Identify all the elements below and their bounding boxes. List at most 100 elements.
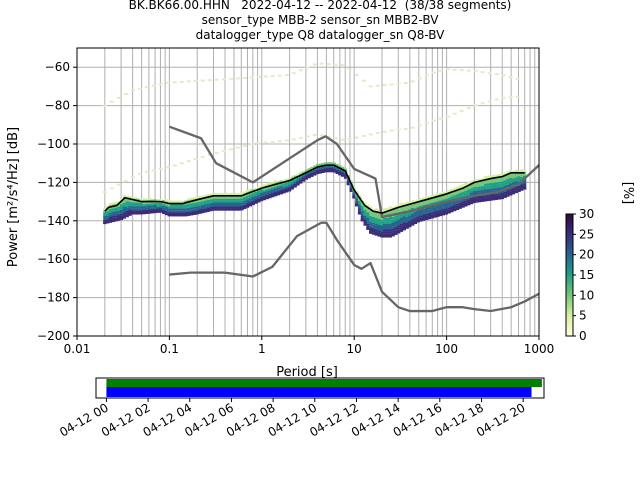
density-cell <box>120 208 124 211</box>
density-cell <box>413 210 418 213</box>
density-cell <box>486 179 490 182</box>
density-cell <box>343 174 348 177</box>
density-cell <box>399 206 404 209</box>
envelope-cell <box>221 150 226 153</box>
psd-density-cells <box>103 162 527 238</box>
density-cell <box>215 200 219 203</box>
mode-cell <box>346 182 350 186</box>
density-cell <box>111 213 115 216</box>
density-cell <box>220 202 224 205</box>
density-cell <box>103 208 107 211</box>
density-cell <box>427 214 432 217</box>
density-cell <box>175 208 180 211</box>
density-cell <box>475 198 479 201</box>
mode-cell <box>380 235 384 238</box>
envelope-upper <box>102 62 520 107</box>
density-cell <box>455 192 460 195</box>
density-cell <box>237 200 241 203</box>
colorbar-label: [%] <box>620 182 635 205</box>
density-cell <box>371 230 376 233</box>
density-cell <box>240 196 244 199</box>
density-cell <box>497 195 502 198</box>
density-cell <box>217 200 222 203</box>
mode-cell <box>220 208 224 211</box>
density-cell <box>173 212 177 215</box>
density-cell <box>458 200 462 203</box>
density-cell <box>436 208 440 211</box>
density-cell <box>276 191 280 194</box>
density-cell <box>408 205 412 208</box>
envelope-cell <box>242 76 247 79</box>
density-cell <box>122 198 127 201</box>
density-cell <box>478 192 482 195</box>
y-tick-label: −160 <box>37 252 70 266</box>
density-cell <box>125 201 129 204</box>
density-cell <box>332 166 336 169</box>
density-cell <box>402 202 406 205</box>
mode-cell <box>175 214 180 217</box>
density-cell <box>405 209 409 212</box>
density-cell <box>489 184 493 187</box>
mode-cell <box>134 212 138 215</box>
density-cell <box>408 201 412 204</box>
density-cell <box>195 206 199 209</box>
density-cell <box>388 231 392 234</box>
mode-cell <box>441 212 446 216</box>
density-cell <box>248 196 252 199</box>
mode-cell <box>458 206 462 209</box>
density-cell <box>251 198 255 201</box>
mode-cell <box>198 211 202 214</box>
density-cell <box>469 199 474 202</box>
density-cell <box>483 195 488 198</box>
density-cell <box>520 186 524 189</box>
envelope-cell <box>193 79 198 82</box>
density-cell <box>265 194 269 197</box>
density-cell <box>506 190 510 193</box>
density-cell <box>450 188 454 191</box>
density-cell <box>422 214 426 217</box>
density-cell <box>259 191 264 194</box>
density-cell <box>268 192 272 195</box>
density-cell <box>352 190 356 193</box>
density-cell <box>173 208 177 211</box>
density-cell <box>201 199 205 202</box>
density-cell <box>363 211 367 214</box>
density-cell <box>397 213 401 216</box>
density-cell <box>265 183 269 186</box>
density-cell <box>495 180 499 183</box>
density-cell <box>192 206 196 209</box>
density-cell <box>122 214 127 217</box>
density-cell <box>139 198 143 201</box>
density-cell <box>145 198 149 201</box>
density-cell <box>397 225 401 228</box>
density-cell <box>248 188 252 191</box>
density-cell <box>262 190 266 193</box>
density-cell <box>237 204 241 207</box>
density-cell <box>433 201 437 204</box>
density-cell <box>416 206 420 209</box>
density-cell <box>383 227 387 230</box>
density-cell <box>481 187 485 190</box>
density-cell <box>422 203 426 206</box>
density-cell <box>366 223 370 226</box>
density-cell <box>173 210 177 213</box>
density-cell <box>394 217 398 220</box>
density-cell <box>411 207 415 210</box>
mode-cell <box>427 216 432 220</box>
density-cell <box>203 200 208 203</box>
density-cell <box>363 215 367 218</box>
density-cell <box>483 189 488 192</box>
density-cell <box>134 200 138 203</box>
density-cell <box>125 199 129 202</box>
density-cell <box>106 209 110 212</box>
density-cell <box>145 201 149 204</box>
density-cell <box>511 178 516 181</box>
mode-cell <box>360 219 364 222</box>
mode-cell <box>296 183 300 186</box>
density-cell <box>461 188 465 191</box>
density-cell <box>399 221 404 224</box>
density-cell <box>223 192 227 195</box>
density-cell <box>120 198 124 201</box>
mode-cell <box>405 226 409 229</box>
density-cell <box>178 210 182 213</box>
